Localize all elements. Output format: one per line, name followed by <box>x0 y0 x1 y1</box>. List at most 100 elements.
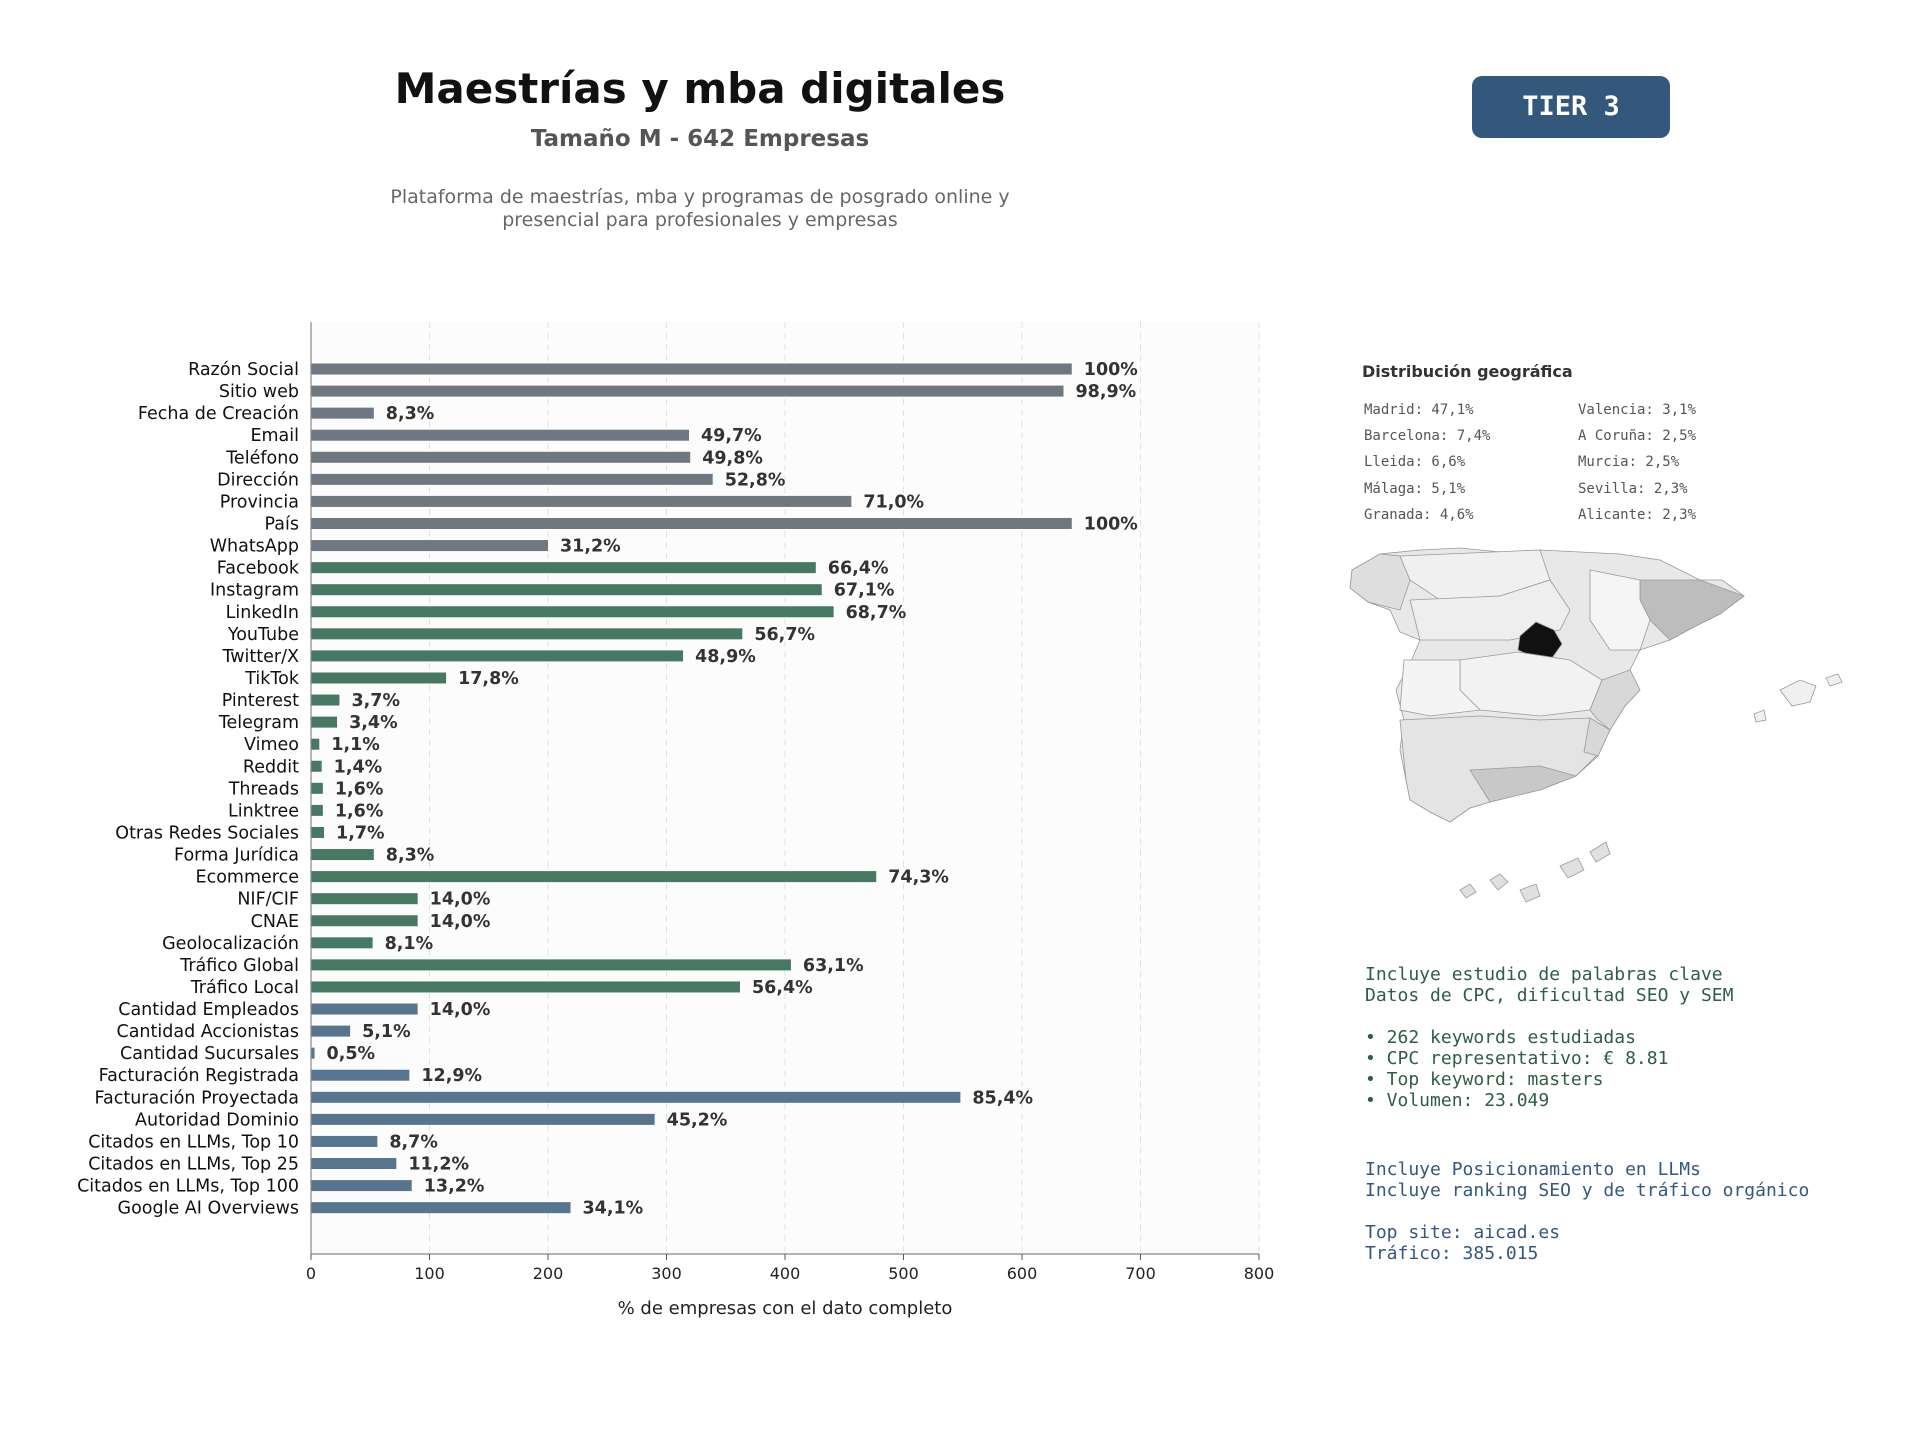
category-label: CNAE <box>251 912 299 932</box>
value-label: 31,2% <box>560 537 621 557</box>
bar <box>311 1047 315 1059</box>
x-tick-label: 300 <box>651 1264 682 1283</box>
bar <box>311 738 320 750</box>
geo-item: Lleida: 6,6% <box>1364 454 1466 470</box>
value-label: 5,1% <box>362 1022 411 1042</box>
value-label: 3,4% <box>349 713 398 733</box>
value-label: 1,6% <box>335 801 384 821</box>
x-axis-label: % de empresas con el dato completo <box>618 1298 953 1319</box>
category-label: Ecommerce <box>196 868 299 888</box>
map-balearic-ibiza <box>1753 709 1767 723</box>
category-label: Vimeo <box>244 735 299 755</box>
value-label: 8,1% <box>385 934 434 954</box>
map-canary-2 <box>1489 873 1509 891</box>
geo-item: Madrid: 47,1% <box>1364 402 1474 418</box>
category-label: Citados en LLMs, Top 100 <box>77 1177 299 1197</box>
geo-item: A Coruña: 2,5% <box>1578 428 1697 444</box>
bar <box>311 606 834 618</box>
x-tick-label: 800 <box>1244 1264 1275 1283</box>
value-labels: 100%98,9%8,3%49,7%49,8%52,8%71,0%100%31,… <box>327 360 1138 1219</box>
bar <box>311 672 447 684</box>
map-region-madrid <box>1517 621 1563 659</box>
category-label: Google AI Overviews <box>118 1199 299 1219</box>
bar <box>311 849 374 861</box>
seo-bullet: • 262 keywords estudiadas <box>1365 1027 1636 1048</box>
geo-item: Murcia: 2,5% <box>1578 454 1680 470</box>
category-label: Sitio web <box>219 382 299 402</box>
bar <box>311 1113 655 1125</box>
page-description: Plataforma de maestrías, mba y programas… <box>300 186 1100 232</box>
category-label: Telegram <box>218 713 299 733</box>
category-label: Dirección <box>217 470 299 490</box>
bar <box>311 937 373 949</box>
value-label: 48,9% <box>695 647 756 667</box>
seo-line-2: Datos de CPC, dificultad SEO y SEM <box>1365 985 1734 1006</box>
value-label: 34,1% <box>583 1199 644 1219</box>
bar <box>311 562 816 574</box>
bar <box>311 628 743 640</box>
description-line-1: Plataforma de maestrías, mba y programas… <box>390 186 1010 208</box>
category-label: Pinterest <box>222 691 299 711</box>
x-tick-label: 500 <box>888 1264 919 1283</box>
value-label: 1,6% <box>335 779 384 799</box>
x-tick-label: 100 <box>414 1264 445 1283</box>
value-label: 13,2% <box>424 1177 485 1197</box>
geo-item: Granada: 4,6% <box>1364 507 1474 523</box>
category-label: Otras Redes Sociales <box>115 823 299 843</box>
category-label: LinkedIn <box>226 603 299 623</box>
bar <box>311 760 322 772</box>
value-label: 1,7% <box>336 823 385 843</box>
spain-map <box>1349 547 1843 903</box>
bar <box>311 1091 961 1103</box>
value-label: 1,1% <box>331 735 380 755</box>
value-label: 85,4% <box>972 1088 1033 1108</box>
bar <box>311 804 323 816</box>
bar <box>311 959 791 971</box>
value-label: 71,0% <box>863 492 924 512</box>
geo-item: Sevilla: 2,3% <box>1578 481 1688 497</box>
bar <box>311 893 418 905</box>
map-canary-5 <box>1589 841 1611 863</box>
bar <box>311 650 684 662</box>
category-label: Razón Social <box>188 360 299 380</box>
value-label: 49,7% <box>701 426 762 446</box>
category-label: Instagram <box>210 581 299 601</box>
page-subtitle: Tamaño M - 642 Empresas <box>530 126 870 152</box>
value-label: 66,4% <box>828 559 889 579</box>
map-canary-3 <box>1519 883 1541 903</box>
value-label: 52,8% <box>725 470 786 490</box>
value-label: 12,9% <box>421 1066 482 1086</box>
bar <box>311 584 822 596</box>
llm-traffic: Tráfico: 385.015 <box>1365 1243 1539 1264</box>
value-label: 14,0% <box>430 1000 491 1020</box>
value-label: 17,8% <box>458 669 519 689</box>
value-label: 14,0% <box>430 912 491 932</box>
category-label: Tráfico Global <box>179 956 299 976</box>
geo-item: Alicante: 2,3% <box>1578 507 1697 523</box>
bar <box>311 540 548 552</box>
category-label: Cantidad Empleados <box>118 1000 299 1020</box>
category-label: Reddit <box>243 757 299 777</box>
category-label: Linktree <box>228 801 299 821</box>
value-label: 68,7% <box>846 603 907 623</box>
bar <box>311 782 323 794</box>
seo-bullet: • Volumen: 23.049 <box>1365 1090 1550 1111</box>
geo-item: Valencia: 3,1% <box>1578 402 1697 418</box>
bar <box>311 716 338 728</box>
map-region-murcia <box>1583 717 1611 757</box>
bar <box>311 694 340 706</box>
value-label: 56,4% <box>752 978 813 998</box>
bar <box>311 363 1072 375</box>
llm-top-site: Top site: aicad.es <box>1365 1222 1561 1243</box>
value-label: 8,3% <box>386 846 435 866</box>
x-tick-label: 0 <box>306 1264 316 1283</box>
x-tick-label: 600 <box>1007 1264 1038 1283</box>
category-label: Cantidad Sucursales <box>120 1044 299 1064</box>
value-label: 0,5% <box>327 1044 376 1064</box>
category-label: Tráfico Local <box>190 978 299 998</box>
value-label: 14,0% <box>430 890 491 910</box>
category-label: Facebook <box>217 559 300 579</box>
category-label: Facturación Proyectada <box>95 1088 299 1108</box>
category-label: Cantidad Accionistas <box>116 1022 299 1042</box>
